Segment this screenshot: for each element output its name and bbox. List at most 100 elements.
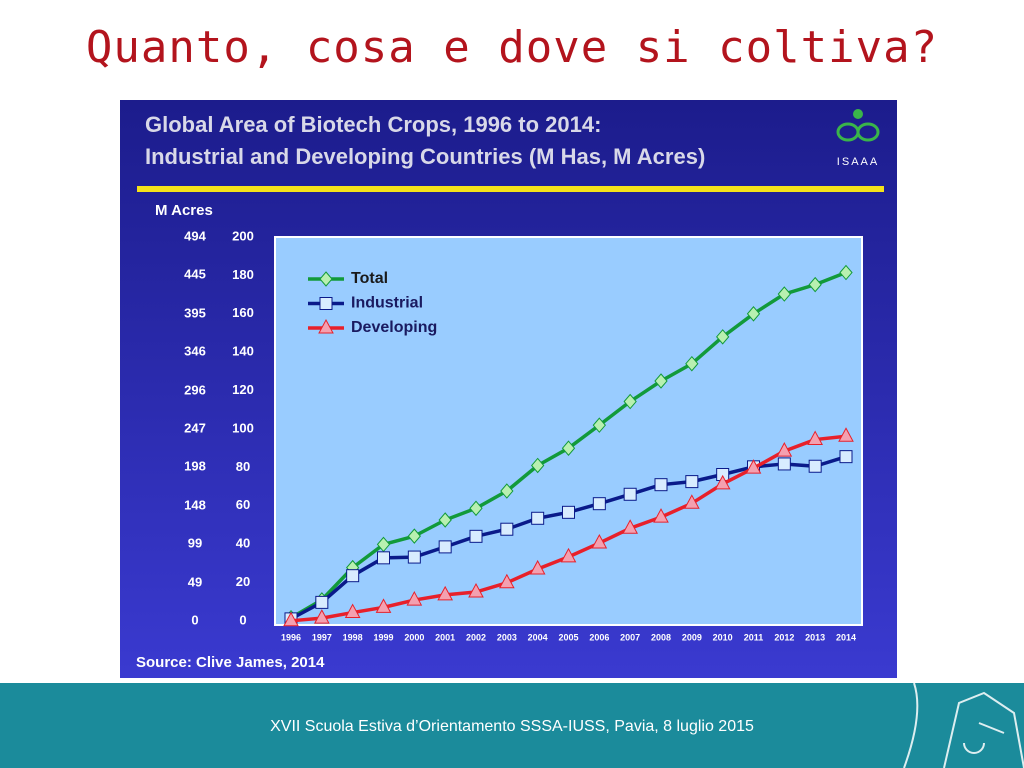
marker (500, 522, 514, 536)
marker (592, 497, 606, 511)
chart-subtitle: Industrial and Developing Countries (M H… (145, 144, 705, 169)
x-tick-label: 2014 (836, 632, 856, 642)
marker (808, 276, 822, 293)
marker (683, 494, 700, 509)
y2-tick-label: 494 (184, 228, 206, 243)
x-tick-label: 2004 (528, 632, 548, 642)
legend-marker (318, 318, 334, 334)
marker (623, 393, 637, 410)
y-tick-label: 120 (232, 382, 254, 397)
y-tick-label: 60 (236, 497, 250, 512)
marker (839, 450, 853, 464)
x-tick-label: 2003 (497, 632, 517, 642)
legend-marker (319, 297, 333, 310)
marker (714, 474, 731, 490)
marker (406, 591, 423, 606)
y2-axis-label: M Acres (155, 202, 213, 219)
y2-tick-label: 346 (184, 343, 206, 358)
marker (592, 417, 606, 433)
marker (438, 540, 452, 554)
logo-text: ISAAA (837, 156, 879, 168)
y2-tick-label: 0 (191, 612, 198, 627)
y2-tick-label: 99 (188, 535, 202, 550)
marker (808, 459, 822, 473)
marker (438, 512, 452, 528)
y2-tick-label: 148 (184, 497, 206, 512)
marker (531, 511, 545, 525)
y2-tick-label: 445 (184, 267, 206, 282)
marker (407, 550, 421, 564)
footer-text: XVII Scuola Estiva d’Orientamento SSSA-I… (270, 718, 754, 735)
marker (562, 505, 575, 519)
y-tick-label: 100 (232, 420, 254, 435)
x-tick-label: 2012 (774, 632, 794, 642)
x-tick-label: 1999 (373, 632, 393, 642)
y-tick-label: 180 (232, 267, 254, 282)
y-tick-label: 20 (236, 574, 250, 589)
marker (531, 457, 545, 474)
x-tick-label: 2005 (558, 632, 578, 642)
marker (560, 547, 577, 563)
y-tick-label: 40 (236, 536, 250, 551)
marker (777, 457, 791, 471)
marker (283, 611, 299, 627)
logo: ISAAA (836, 109, 880, 168)
footer: XVII Scuola Estiva d’Orientamento SSSA-I… (0, 683, 1024, 768)
y2-tick-label: 49 (188, 574, 202, 589)
marker (653, 508, 669, 523)
marker (561, 440, 576, 456)
y-tick-label: 160 (232, 305, 254, 320)
marker (313, 609, 330, 624)
marker (746, 306, 761, 322)
legend-marker (319, 271, 333, 287)
y-tick-label: 140 (232, 344, 254, 359)
marker (685, 355, 699, 372)
marker (529, 559, 546, 575)
marker (839, 264, 853, 281)
marker (654, 373, 668, 389)
x-tick-label: 2010 (713, 632, 733, 642)
marker (777, 286, 791, 302)
x-tick-label: 2008 (651, 632, 671, 642)
marker (407, 528, 421, 544)
marker (344, 603, 361, 619)
marker (377, 551, 390, 565)
marker (500, 483, 514, 499)
marker (623, 487, 637, 501)
marker (622, 519, 639, 534)
chart-title: Global Area of Biotech Crops, 1996 to 20… (145, 112, 601, 137)
x-tick-label: 2013 (805, 632, 825, 642)
marker (315, 595, 329, 609)
x-tick-label: 2006 (589, 632, 609, 642)
legend-label: Developing (351, 319, 437, 336)
slide-title: Quanto, cosa e dove si coltiva? (85, 22, 939, 73)
x-tick-label: 2001 (435, 632, 455, 642)
marker (745, 459, 762, 474)
marker (469, 500, 483, 517)
x-tick-label: 2011 (744, 632, 764, 642)
y-tick-label: 200 (232, 228, 254, 243)
x-tick-label: 1998 (343, 632, 363, 642)
y2-tick-label: 198 (184, 459, 206, 474)
footer-decoration (903, 683, 1024, 768)
y-tick-label: 0 (239, 612, 246, 627)
marker (498, 573, 515, 589)
marker (375, 598, 392, 613)
y2-tick-label: 296 (184, 382, 206, 397)
marker (346, 569, 360, 583)
source: Source: Clive James, 2014 (136, 654, 325, 671)
x-tick-label: 2009 (682, 632, 702, 642)
x-tick-label: 2000 (404, 632, 424, 642)
marker (685, 475, 699, 489)
marker (468, 582, 484, 598)
legend-label: Total (351, 270, 388, 287)
y2-tick-label: 395 (184, 305, 206, 320)
x-tick-label: 1997 (312, 632, 332, 642)
marker (654, 478, 668, 492)
marker (591, 533, 608, 549)
marker (437, 585, 454, 601)
marker (469, 529, 483, 543)
legend-label: Industrial (351, 295, 423, 312)
